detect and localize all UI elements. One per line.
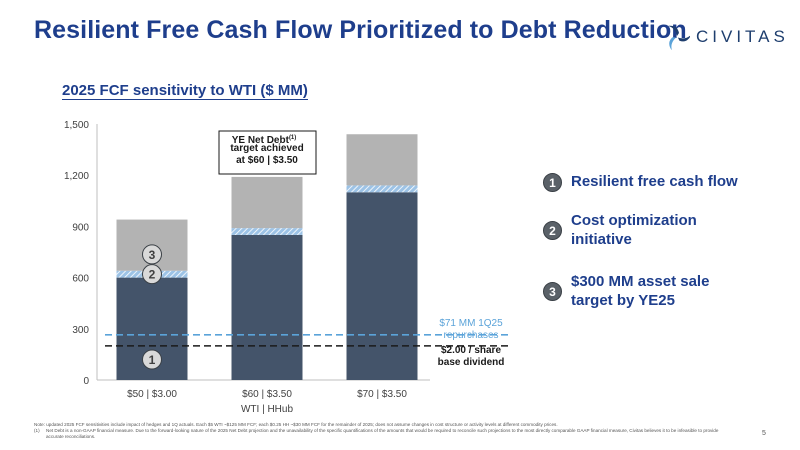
chart-title: 2025 FCF sensitivity to WTI ($ MM) <box>62 82 308 100</box>
y-tick-label: 0 <box>83 376 89 387</box>
x-axis-label: WTI | HHub <box>241 404 293 415</box>
legend-label-2: Cost optimization initiative <box>571 212 697 248</box>
legend-number-2: 2 <box>543 221 562 240</box>
bar-fcf <box>346 192 418 380</box>
bar-cost <box>231 228 303 235</box>
repurchases-label: $71 MM 1Q25 repurchases <box>439 318 503 341</box>
legend-number-1: 1 <box>543 173 562 192</box>
footnote-note: Note: updated 2025 FCF sensitivities inc… <box>34 422 558 427</box>
civitas-logo: CIVITAS <box>664 22 789 52</box>
y-tick-label: 300 <box>72 325 89 336</box>
legend-item-3: 3 $300 MM asset sale target by YE25 <box>543 272 711 310</box>
bar-marker-2 <box>142 264 162 285</box>
footnote-1: (1) Net Debt is a non-GAAP financial mea… <box>34 428 724 440</box>
page-number: 5 <box>762 430 766 437</box>
footnote-mark: (1) <box>34 428 40 433</box>
bar-marker-label-2: 2 <box>149 268 156 282</box>
bar-marker-1 <box>142 349 162 370</box>
net-debt-callout-box <box>218 130 317 175</box>
bar-asset_sale <box>346 134 418 186</box>
logo-text: CIVITAS <box>696 27 789 46</box>
civitas-pinwheel-icon <box>668 25 690 50</box>
legend-number-3: 3 <box>543 282 562 301</box>
bar-marker-3 <box>142 244 162 265</box>
bar-asset_sale <box>231 176 303 229</box>
y-tick-label: 900 <box>72 222 89 233</box>
bar-marker-label-1: 1 <box>149 353 156 367</box>
legend-label-3: $300 MM asset sale target by YE25 <box>571 273 710 309</box>
bar-fcf <box>231 234 303 380</box>
footnotes: Note: updated 2025 FCF sensitivities inc… <box>34 422 724 440</box>
x-tick-label: $60 | $3.50 <box>242 389 292 400</box>
page-title: Resilient Free Cash Flow Prioritized to … <box>34 16 687 44</box>
legend-item-2: 2 Cost optimization initiative <box>543 211 736 249</box>
bar-marker-label-3: 3 <box>149 248 156 262</box>
legend-label-1: Resilient free cash flow <box>571 173 738 190</box>
dividend-label: $2.00 / share base dividend <box>438 345 505 368</box>
bar-cost <box>346 185 418 193</box>
y-tick-label: 1,500 <box>64 120 89 131</box>
y-tick-label: 1,200 <box>64 171 89 182</box>
y-tick-label: 600 <box>72 274 89 285</box>
legend-item-1: 1 Resilient free cash flow <box>543 172 751 192</box>
net-debt-callout-text: YE Net Debt(1) target achieved at $60 | $3… <box>230 135 303 166</box>
x-tick-label: $70 | $3.50 <box>357 389 407 400</box>
x-tick-label: $50 | $3.00 <box>127 389 177 400</box>
footnote-text: Net Debt is a non-GAAP financial measure… <box>46 428 719 439</box>
